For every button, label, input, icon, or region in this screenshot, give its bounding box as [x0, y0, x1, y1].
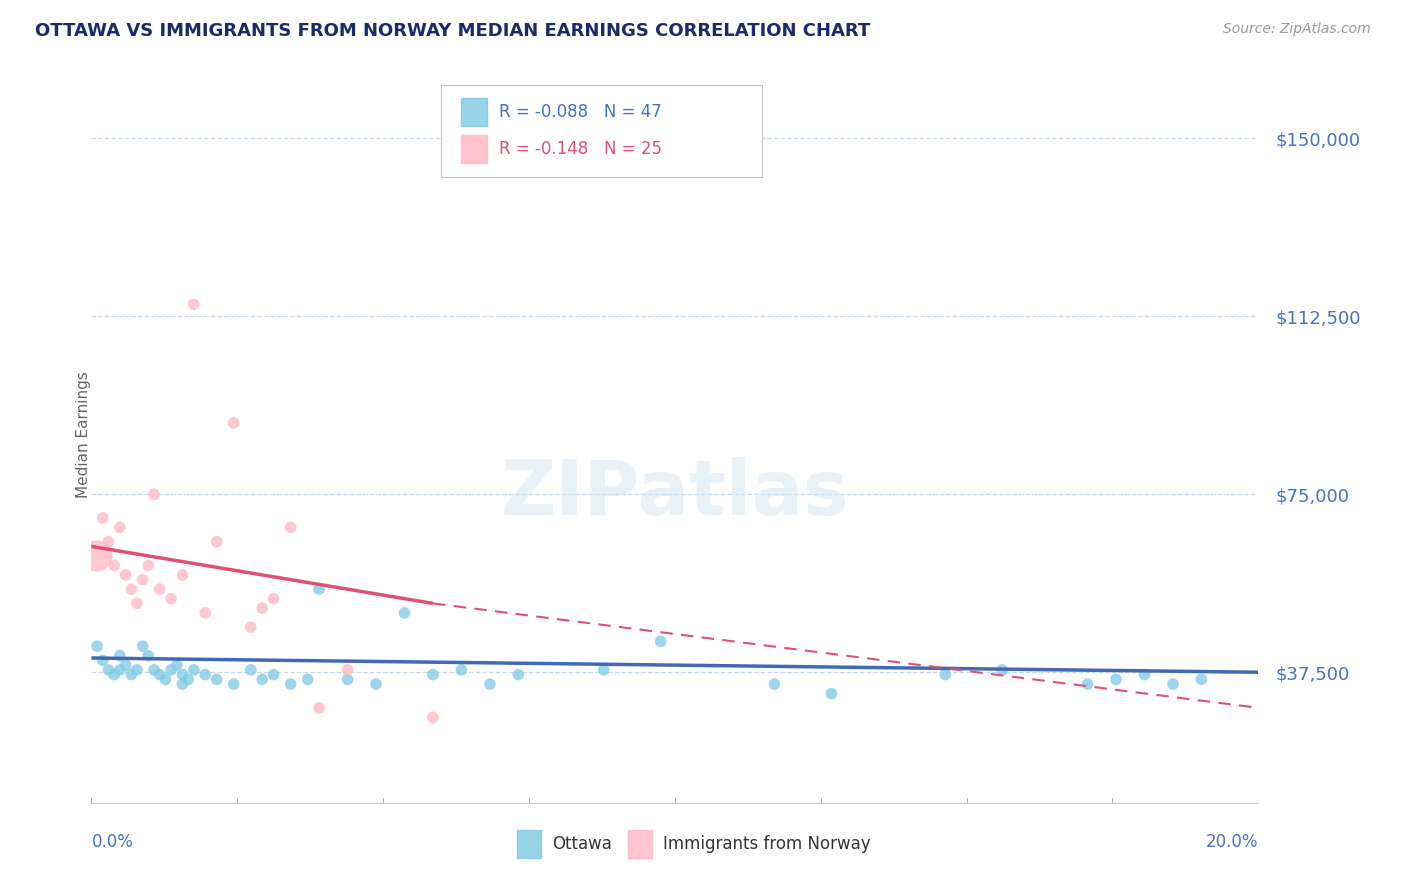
Point: [763, 677, 786, 691]
Point: [1191, 673, 1213, 687]
Point: [336, 673, 359, 687]
Point: [1161, 677, 1184, 691]
Text: ZIPatlas: ZIPatlas: [501, 457, 849, 531]
Bar: [628, 830, 651, 858]
Point: [172, 677, 194, 691]
Point: [422, 667, 444, 681]
Point: [131, 573, 153, 587]
Point: [183, 297, 205, 311]
Point: [143, 663, 166, 677]
Point: [478, 677, 501, 691]
Point: [166, 658, 188, 673]
Point: [308, 582, 330, 596]
Point: [160, 591, 183, 606]
Point: [336, 663, 359, 677]
Point: [422, 710, 444, 724]
Point: [149, 582, 172, 596]
FancyBboxPatch shape: [441, 86, 762, 178]
Point: [136, 648, 159, 663]
Point: [1133, 667, 1156, 681]
Point: [263, 591, 285, 606]
Point: [86, 549, 108, 563]
Point: [364, 677, 387, 691]
Point: [308, 701, 330, 715]
Point: [97, 534, 120, 549]
Point: [108, 663, 131, 677]
Point: [91, 653, 114, 667]
Point: [108, 520, 131, 534]
Point: [263, 667, 285, 681]
Point: [450, 663, 472, 677]
Point: [205, 534, 228, 549]
Point: [1105, 673, 1128, 687]
Text: OTTAWA VS IMMIGRANTS FROM NORWAY MEDIAN EARNINGS CORRELATION CHART: OTTAWA VS IMMIGRANTS FROM NORWAY MEDIAN …: [35, 22, 870, 40]
Point: [222, 416, 245, 430]
Point: [394, 606, 416, 620]
Point: [650, 634, 672, 648]
Point: [250, 673, 273, 687]
Point: [108, 648, 131, 663]
Text: 20.0%: 20.0%: [1206, 833, 1258, 851]
Point: [114, 658, 136, 673]
Point: [592, 663, 614, 677]
Bar: [461, 135, 486, 162]
Y-axis label: Median Earnings: Median Earnings: [76, 371, 90, 499]
Point: [131, 639, 153, 653]
Point: [103, 558, 125, 573]
Text: R = -0.088   N = 47: R = -0.088 N = 47: [499, 103, 661, 120]
Point: [97, 663, 120, 677]
Point: [934, 667, 956, 681]
Point: [991, 663, 1014, 677]
Point: [149, 667, 172, 681]
Point: [508, 667, 530, 681]
Point: [125, 663, 148, 677]
Point: [222, 677, 245, 691]
Point: [239, 620, 262, 634]
Point: [125, 596, 148, 610]
Point: [136, 558, 159, 573]
Text: 0.0%: 0.0%: [91, 833, 134, 851]
Point: [103, 667, 125, 681]
Point: [114, 568, 136, 582]
Point: [1077, 677, 1099, 691]
Bar: [517, 830, 541, 858]
Point: [160, 663, 183, 677]
Point: [297, 673, 319, 687]
Point: [172, 667, 194, 681]
Point: [177, 673, 200, 687]
Point: [239, 663, 262, 677]
Bar: [461, 98, 486, 126]
Point: [194, 606, 217, 620]
Text: Source: ZipAtlas.com: Source: ZipAtlas.com: [1223, 22, 1371, 37]
Point: [155, 673, 177, 687]
Text: Immigrants from Norway: Immigrants from Norway: [664, 835, 870, 853]
Point: [820, 687, 842, 701]
Point: [280, 520, 302, 534]
Point: [91, 511, 114, 525]
Point: [194, 667, 217, 681]
Point: [172, 568, 194, 582]
Point: [120, 582, 142, 596]
Point: [86, 639, 108, 653]
Point: [120, 667, 142, 681]
Text: Ottawa: Ottawa: [553, 835, 612, 853]
Text: R = -0.148   N = 25: R = -0.148 N = 25: [499, 139, 662, 158]
Point: [280, 677, 302, 691]
Point: [143, 487, 166, 501]
Point: [205, 673, 228, 687]
Point: [250, 601, 273, 615]
Point: [183, 663, 205, 677]
